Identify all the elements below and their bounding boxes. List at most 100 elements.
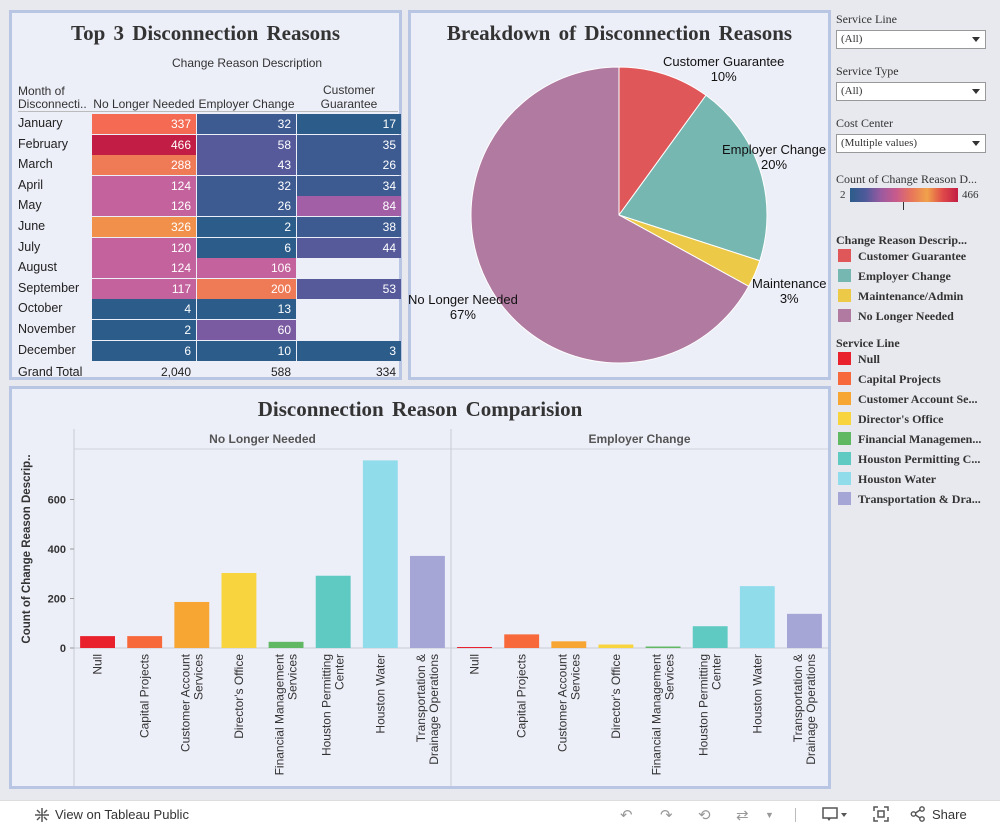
table-cell[interactable]: 126	[92, 196, 196, 217]
legend-item[interactable]: Transportation & Dra...	[838, 492, 981, 510]
table-cell[interactable]: 38	[297, 217, 401, 237]
table-cell[interactable]: 4	[92, 299, 196, 320]
table-cell[interactable]: 326	[92, 217, 196, 237]
service-line-dropdown[interactable]: (All)	[836, 30, 986, 49]
bar-1-2[interactable]	[551, 641, 587, 648]
table-cell[interactable]: 337	[92, 114, 196, 134]
legend-swatch	[838, 472, 851, 485]
service-type-dropdown[interactable]: (All)	[836, 82, 986, 101]
bar-1-7[interactable]	[787, 613, 822, 648]
refresh-dropdown-icon[interactable]: ▼	[765, 810, 774, 820]
bar-0-5[interactable]	[315, 575, 351, 648]
table-cell[interactable]: 17	[297, 114, 401, 134]
undo-icon[interactable]: ↶	[620, 807, 633, 824]
legend-swatch	[838, 289, 851, 302]
revert-icon[interactable]: ⟲	[698, 807, 711, 824]
view-on-tableau-link[interactable]: View on Tableau Public	[55, 807, 189, 822]
table-cell[interactable]: 32	[197, 114, 296, 134]
table-cell[interactable]: 288	[92, 155, 196, 176]
bar-1-4[interactable]	[645, 646, 681, 648]
bar-0-1[interactable]	[127, 636, 163, 648]
table-cell[interactable]: 124	[92, 175, 196, 196]
comment-icon[interactable]	[822, 807, 848, 823]
table-cell[interactable]: 117	[92, 278, 196, 299]
table-cell[interactable]: 106	[197, 258, 296, 279]
table-cell[interactable]: 44	[297, 237, 401, 258]
bar-1-3[interactable]	[598, 644, 634, 648]
bar-1-0[interactable]	[457, 647, 492, 649]
bar-chart[interactable]: No Longer Needed Employer Change 0 200 400 60…	[12, 389, 828, 786]
legend-item[interactable]: No Longer Needed	[838, 309, 954, 327]
x-tick-label: Services	[568, 654, 582, 700]
table-cell[interactable]: 6	[92, 340, 196, 361]
dashboard: Top 3 Disconnection Reasons Change Reaso…	[0, 0, 1000, 800]
bar-0-4[interactable]	[268, 641, 304, 648]
x-tick-label: Transportation &	[414, 654, 428, 742]
bar-1-1[interactable]	[504, 634, 540, 648]
grand-total-value: 334	[375, 365, 396, 380]
legend-item[interactable]: Maintenance/Admin	[838, 289, 963, 307]
legend-item[interactable]: Null	[838, 352, 880, 370]
legend-item[interactable]: Houston Water	[838, 472, 936, 490]
filter-label-service-type: Service Type	[836, 64, 899, 78]
row-label-september: September	[18, 280, 80, 295]
table-cell[interactable]: 2	[197, 217, 296, 237]
x-tick-label: Services	[663, 654, 677, 700]
legend-item[interactable]: Director's Office	[838, 412, 943, 430]
pane-title: Employer Change	[588, 432, 690, 446]
table-cell[interactable]: 34	[297, 175, 401, 196]
table-cell[interactable]: 10	[197, 340, 296, 361]
pie-slice-employer-change[interactable]	[618, 94, 768, 262]
grand-total-value: 588	[270, 365, 291, 380]
pie-slice-no-longer-needed[interactable]	[470, 66, 750, 364]
table-cell[interactable]: 466	[92, 134, 196, 155]
fullscreen-icon[interactable]	[873, 806, 889, 822]
bar-0-6[interactable]	[362, 460, 398, 648]
legend-item[interactable]: Employer Change	[838, 269, 951, 287]
table-cell[interactable]: 6	[197, 237, 296, 258]
table-cell[interactable]: 200	[197, 278, 296, 299]
table-cell[interactable]: 43	[197, 155, 296, 176]
toolbar-divider	[795, 808, 796, 822]
tableau-toolbar: View on Tableau Public ↶ ↷ ⟲ ⇄ ▼ Share	[0, 800, 1000, 827]
bar-1-6[interactable]	[739, 586, 775, 648]
column-group-header: Change Reason Description	[172, 56, 323, 70]
legend-item[interactable]: Customer Account Se...	[838, 392, 977, 410]
pie-chart[interactable]	[411, 13, 828, 377]
bar-0-3[interactable]	[221, 573, 257, 648]
table-cell[interactable]: 53	[297, 278, 401, 299]
table-cell[interactable]: 26	[197, 196, 296, 217]
legend-item[interactable]: Capital Projects	[838, 372, 941, 390]
table-cell[interactable]: 32	[197, 175, 296, 196]
table-cell[interactable]: 84	[297, 196, 401, 217]
bar-0-7[interactable]	[410, 555, 445, 648]
table-cell[interactable]: 35	[297, 134, 401, 155]
legend-item[interactable]: Houston Permitting C...	[838, 452, 980, 470]
table-cell[interactable]: 58	[197, 134, 296, 155]
bar-0-0[interactable]	[80, 636, 115, 648]
row-header: Month of Disconnecti..	[18, 84, 87, 111]
table-cell[interactable]: 124	[92, 258, 196, 279]
pie-slice-customer-guarantee[interactable]	[618, 66, 707, 217]
share-button[interactable]: Share	[932, 807, 967, 822]
cost-center-dropdown[interactable]: (Multiple values)	[836, 134, 986, 153]
refresh-icon[interactable]: ⇄	[736, 807, 749, 824]
legend-item[interactable]: Customer Guarantee	[838, 249, 966, 267]
redo-icon[interactable]: ↷	[660, 807, 673, 824]
table-cell[interactable]: 3	[297, 340, 401, 361]
legend-swatch	[838, 412, 851, 425]
bar-1-5[interactable]	[692, 626, 728, 648]
table-cell[interactable]: 13	[197, 299, 296, 320]
x-tick-label: Capital Projects	[138, 654, 152, 738]
grand-total-value: 2,040	[160, 365, 191, 380]
table-cell[interactable]: 2	[92, 320, 196, 340]
row-label-june: June	[18, 219, 46, 233]
x-tick-label: Transportation &	[791, 654, 805, 742]
table-cell[interactable]: 120	[92, 237, 196, 258]
legend-item[interactable]: Financial Managemen...	[838, 432, 981, 450]
table-cell[interactable]: 26	[297, 155, 401, 176]
table-cell[interactable]: 60	[197, 320, 296, 340]
share-icon[interactable]	[910, 806, 926, 822]
x-tick-label: Services	[286, 654, 300, 700]
bar-0-2[interactable]	[174, 601, 210, 648]
